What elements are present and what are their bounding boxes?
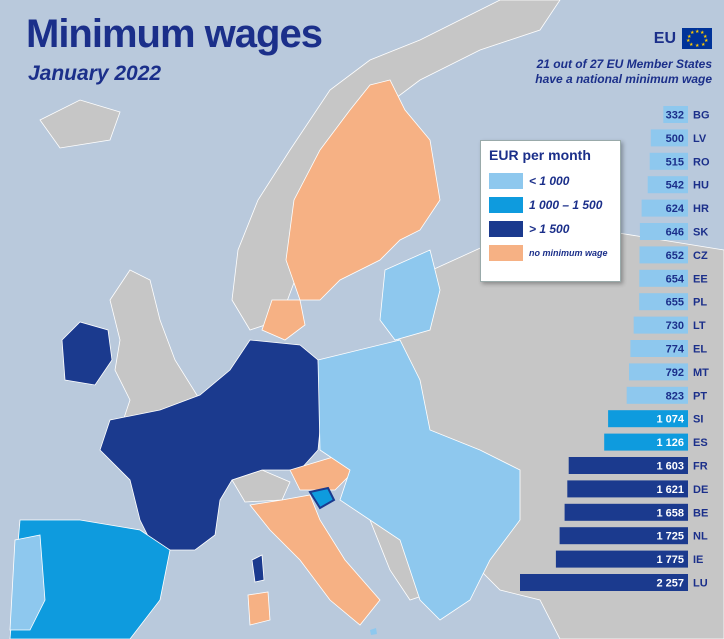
- legend-item: 1 000 – 1 500: [489, 193, 612, 217]
- baltics: [379, 249, 441, 341]
- denmark: [261, 299, 306, 341]
- legend-swatch: [489, 173, 523, 189]
- eu-badge: EU ★ ★ ★ ★ ★ ★ ★ ★ ★ ★: [654, 28, 712, 49]
- note-line: have a national minimum wage: [535, 72, 712, 86]
- legend-label: 1 000 – 1 500: [529, 198, 603, 212]
- eu-flag-icon: ★ ★ ★ ★ ★ ★ ★ ★ ★ ★: [682, 28, 712, 49]
- portugal: [9, 534, 46, 631]
- legend-item: < 1 000: [489, 169, 612, 193]
- legend-swatch: [489, 197, 523, 213]
- malta: [370, 628, 377, 635]
- note-line: 21 out of 27 EU Member States: [536, 57, 712, 71]
- legend: EUR per month < 1 000 1 000 – 1 500 > 1 …: [480, 140, 621, 282]
- legend-label: > 1 500: [529, 222, 570, 236]
- central-eastern-eu: [317, 339, 521, 621]
- ireland: [61, 321, 113, 386]
- legend-swatch: [489, 221, 523, 237]
- page-title: Minimum wages: [26, 12, 323, 56]
- legend-label: < 1 000: [529, 174, 570, 188]
- legend-swatch: [489, 245, 523, 261]
- legend-label: no minimum wage: [529, 248, 608, 258]
- slovenia: [308, 486, 336, 510]
- member-states-note: 21 out of 27 EU Member States have a nat…: [535, 57, 712, 87]
- legend-item: > 1 500: [489, 217, 612, 241]
- italy: [249, 494, 381, 626]
- non-eu-land-iceland: [39, 99, 121, 149]
- legend-item: no minimum wage: [489, 241, 612, 265]
- page-subtitle: January 2022: [28, 62, 162, 85]
- sardinia: [247, 591, 271, 626]
- eu-label: EU: [653, 29, 676, 47]
- corsica: [251, 554, 265, 583]
- france-benelux-germany: [99, 339, 323, 551]
- legend-title: EUR per month: [489, 147, 591, 163]
- scandinavia-no-minimum-wage: [285, 79, 441, 301]
